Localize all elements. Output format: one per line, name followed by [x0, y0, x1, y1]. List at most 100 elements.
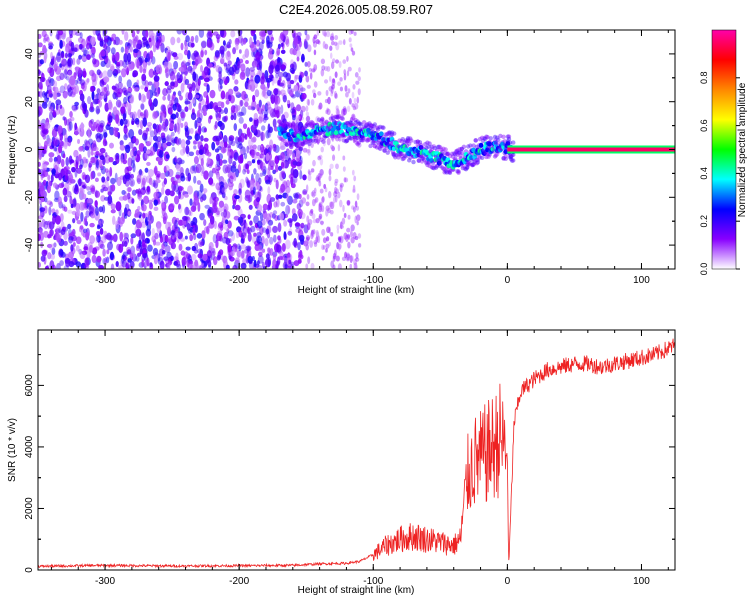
noise-pixel	[102, 87, 106, 95]
noise-pixel	[172, 103, 177, 111]
noise-pixel	[337, 81, 342, 86]
noise-pixel	[228, 136, 234, 146]
noise-pixel	[85, 158, 89, 164]
noise-pixel	[44, 205, 48, 214]
ridge-halo-pixel	[427, 141, 432, 146]
noise-pixel	[211, 141, 216, 151]
noise-pixel	[98, 240, 104, 249]
noise-pixel	[320, 68, 325, 77]
noise-pixel	[174, 230, 179, 239]
noise-pixel	[301, 197, 307, 204]
noise-pixel	[48, 106, 54, 112]
noise-pixel	[267, 186, 271, 195]
noise-pixel	[138, 221, 143, 229]
noise-pixel	[231, 246, 236, 254]
ridge-halo-pixel	[356, 140, 361, 145]
ridge-halo-pixel	[416, 158, 422, 163]
noise-pixel	[319, 169, 324, 176]
ridge-halo-pixel	[404, 143, 410, 149]
ridge-halo-pixel	[440, 152, 445, 157]
noise-pixel	[104, 58, 111, 69]
noise-pixel	[39, 184, 45, 192]
ridge-halo-pixel	[316, 117, 322, 122]
noise-pixel	[115, 69, 121, 74]
noise-pixel	[329, 45, 333, 51]
noise-pixel	[79, 158, 84, 167]
noise-pixel	[50, 174, 54, 183]
noise-pixel	[46, 36, 50, 43]
noise-pixel	[112, 92, 117, 100]
ridge-halo-pixel	[334, 114, 339, 120]
ridge-halo-pixel	[493, 153, 499, 158]
noise-pixel	[327, 190, 332, 199]
noise-pixel	[203, 219, 207, 227]
noise-pixel	[166, 141, 172, 147]
noise-pixel	[214, 120, 218, 129]
noise-pixel	[127, 258, 132, 263]
noise-pixel	[333, 196, 336, 204]
noise-pixel	[221, 236, 228, 244]
ridge-halo-pixel	[332, 121, 338, 126]
ridge-halo-pixel	[452, 151, 457, 156]
noise-pixel	[79, 201, 85, 211]
noise-pixel	[290, 121, 296, 131]
noise-pixel	[308, 170, 312, 176]
noise-pixel	[318, 213, 323, 220]
noise-pixel	[319, 188, 324, 194]
noise-pixel	[288, 259, 292, 264]
noise-pixel	[218, 70, 222, 80]
noise-pixel	[310, 191, 314, 197]
noise-pixel	[280, 42, 284, 47]
ridge-halo-pixel	[295, 141, 300, 147]
ridge-pixel	[435, 156, 441, 161]
noise-pixel	[293, 84, 299, 92]
ridge-pixel	[472, 154, 478, 160]
noise-pixel	[249, 69, 256, 78]
noise-pixel	[199, 241, 205, 246]
ridge-pixel	[337, 121, 342, 127]
noise-pixel	[90, 101, 94, 111]
noise-pixel	[235, 44, 239, 51]
noise-pixel	[255, 129, 261, 138]
ridge-halo-pixel	[304, 140, 309, 145]
noise-pixel	[246, 226, 250, 234]
noise-pixel	[328, 204, 332, 209]
noise-pixel	[66, 63, 72, 68]
ridge-halo-pixel	[316, 131, 322, 137]
noise-pixel	[59, 63, 63, 68]
noise-pixel	[254, 51, 261, 61]
ridge-halo-pixel	[431, 144, 437, 149]
ridge-halo-pixel	[468, 143, 473, 148]
noise-pixel	[145, 30, 149, 38]
noise-pixel	[152, 247, 159, 257]
noise-pixel	[281, 79, 286, 89]
noise-pixel	[352, 188, 356, 193]
noise-pixel	[90, 213, 96, 219]
noise-pixel	[47, 252, 52, 260]
ridge-halo-pixel	[408, 136, 413, 141]
noise-pixel	[79, 186, 84, 194]
noise-pixel	[136, 178, 141, 183]
noise-pixel	[58, 30, 64, 36]
noise-pixel	[193, 145, 197, 150]
noise-pixel	[339, 182, 344, 188]
ridge-halo-pixel	[416, 158, 422, 163]
noise-pixel	[241, 90, 247, 101]
ridge-halo-pixel	[343, 121, 349, 126]
noise-pixel	[104, 180, 110, 191]
noise-pixel	[103, 86, 107, 92]
noise-pixel	[38, 169, 45, 177]
noise-pixel	[262, 227, 267, 234]
noise-pixel	[325, 248, 328, 253]
noise-pixel	[142, 130, 149, 137]
noise-pixel	[277, 56, 281, 63]
noise-pixel	[151, 40, 158, 48]
snr-y-tick-label: 6000	[24, 374, 35, 397]
noise-pixel	[163, 241, 168, 247]
noise-pixel	[67, 87, 73, 97]
noise-pixel	[247, 105, 253, 110]
noise-pixel	[98, 264, 105, 269]
noise-pixel	[56, 262, 61, 269]
ridge-halo-pixel	[277, 119, 282, 124]
noise-pixel	[339, 221, 343, 230]
